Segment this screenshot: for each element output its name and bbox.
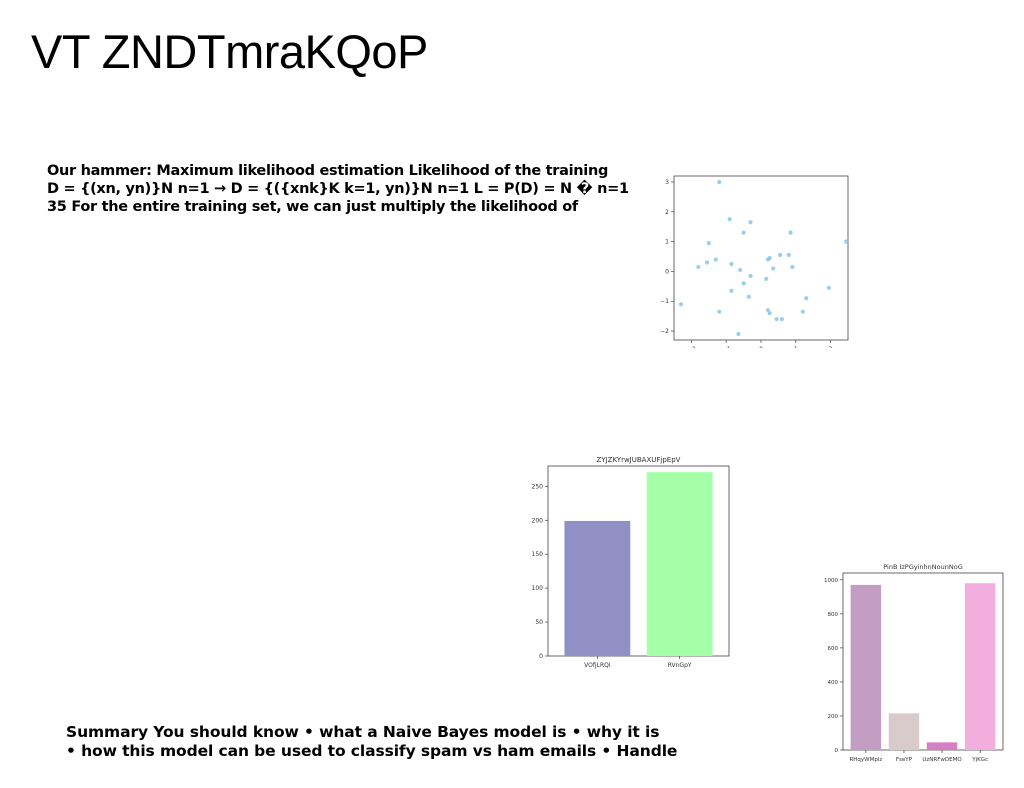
scatter-point — [771, 266, 776, 271]
scatter-point — [713, 257, 718, 262]
scatter-point — [678, 302, 684, 307]
scatter-point — [741, 281, 746, 286]
y-tick-label: 250 — [532, 483, 544, 490]
scatter-point — [790, 264, 795, 270]
y-tick-label: 0 — [835, 748, 839, 754]
bar — [564, 520, 631, 656]
scatter-point — [788, 230, 793, 235]
bar — [850, 584, 882, 750]
y-tick-label: 1000 — [824, 578, 838, 584]
plot-frame — [673, 175, 849, 341]
bar — [926, 742, 958, 750]
scatter-plot: −2 −1 0 1 2 3 2 1 0 −1 −2 — [660, 175, 849, 348]
scatter-point — [704, 260, 710, 265]
scatter-point — [778, 252, 783, 258]
x-tick-label: 0 — [759, 346, 763, 348]
x-tick-label: 2 — [829, 346, 833, 348]
bar — [888, 713, 920, 750]
text-line: Summary You should know • what a Naive B… — [66, 723, 660, 741]
x-tick-label: UzNRFwDEMO — [922, 757, 962, 763]
y-tick-label: 400 — [828, 680, 839, 686]
x-tick-label: FseYP — [896, 757, 913, 763]
scatter-point — [765, 257, 771, 262]
scatter-point — [729, 261, 734, 267]
scatter-point — [736, 331, 741, 337]
x-tick-label: YjKGc — [971, 757, 988, 763]
y-tick-label: −2 — [660, 328, 669, 335]
scatter-point — [746, 294, 751, 299]
bar — [646, 472, 713, 656]
scatter-point — [786, 252, 791, 258]
bar — [964, 583, 996, 750]
scatter-point — [748, 273, 753, 278]
slide-title: VT ZNDTmraKQoP — [31, 25, 428, 78]
text-line: Our hammer: Maximum likelihood estimatio… — [47, 163, 609, 179]
x-tick-label: −1 — [722, 346, 731, 348]
scatter-point — [717, 179, 722, 185]
scatter-point — [767, 311, 772, 316]
text-line: 35 For the entire training set, we can j… — [47, 199, 578, 215]
x-tick-label: VOfjLRQI — [584, 662, 611, 669]
y-tick-label: 200 — [532, 517, 544, 524]
y-tick-label: 600 — [828, 646, 839, 652]
chart-title: PinB IzPGyinhnNounNoG — [883, 563, 962, 571]
scatter-point — [727, 217, 732, 222]
scatter-point — [779, 317, 784, 322]
y-tick-label: 150 — [532, 551, 544, 558]
scatter-point — [804, 296, 809, 301]
y-tick-label: 0 — [665, 268, 669, 275]
y-tick-label: 200 — [828, 714, 839, 720]
scatter-point — [738, 267, 743, 273]
x-tick-label: −2 — [687, 346, 696, 348]
scatter-point — [826, 285, 831, 290]
x-tick-label: RVnGpY — [668, 662, 692, 669]
y-tick-label: 3 — [665, 179, 669, 186]
scatter-point — [800, 309, 805, 314]
text-line: • how this model can be used to classify… — [66, 741, 678, 760]
scatter-point — [764, 276, 769, 281]
text-block-summary: Summary You should know • what a Naive B… — [66, 723, 716, 760]
y-tick-label: −1 — [660, 298, 669, 305]
scatter-point — [717, 309, 722, 314]
y-tick-label: 0 — [539, 653, 543, 660]
y-tick-label: 100 — [532, 585, 544, 592]
scatter-point — [774, 317, 779, 322]
y-tick-label: 1 — [665, 239, 669, 246]
chart-title: ZYJZKYrwJUBAXUFjpEpV — [597, 456, 681, 464]
scatter-point — [706, 240, 711, 246]
text-block-mle: Our hammer: Maximum likelihood estimatio… — [47, 162, 647, 216]
bar-chart-2: PinB IzPGyinhnNounNoG 0 200 400 600 800 1000 RH… — [824, 563, 1004, 763]
y-tick-label: 2 — [665, 209, 669, 216]
scatter-point — [696, 264, 701, 270]
x-tick-label: 1 — [794, 346, 798, 348]
x-tick-label: RHqyWMplz — [849, 757, 882, 763]
y-tick-label: 50 — [535, 619, 543, 626]
scatter-point — [741, 230, 746, 235]
bar-chart-1: ZYJZKYrwJUBAXUFjpEpV 0 50 100 150 200 250 VOfjL… — [532, 456, 730, 669]
text-line: D = {(xn, yn)}N n=1 → D = {({xnk}K k=1, … — [47, 181, 629, 197]
y-tick-label: 800 — [828, 612, 839, 618]
scatter-point — [748, 220, 753, 225]
scatter-point — [729, 288, 734, 293]
scatter-point — [844, 239, 849, 244]
